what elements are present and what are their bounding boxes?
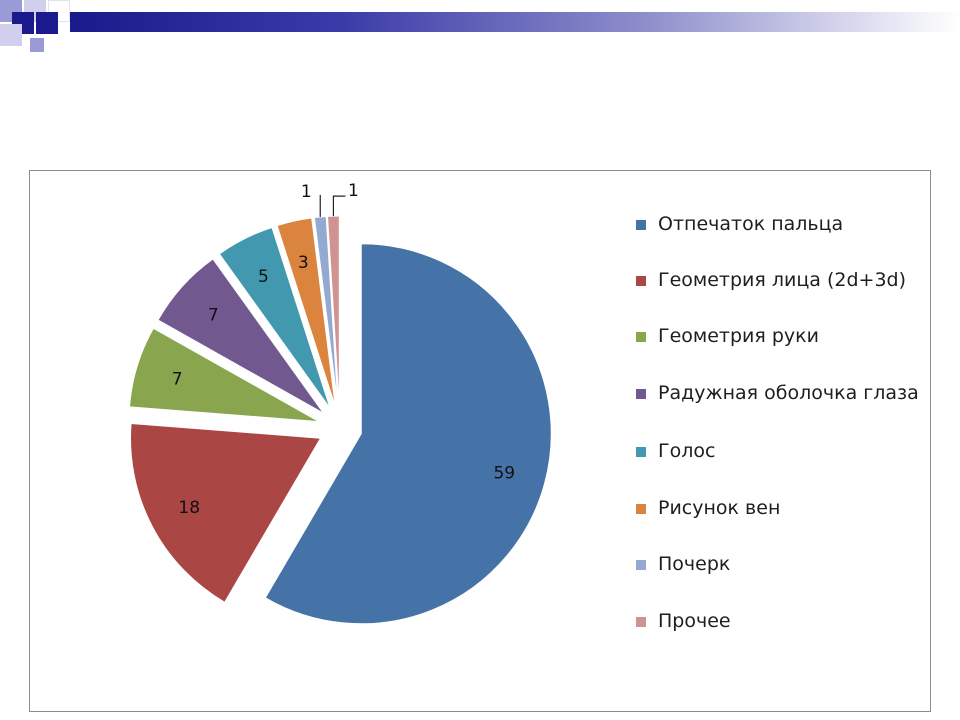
legend-swatch <box>636 447 646 457</box>
pie-slice <box>276 217 336 407</box>
data-label: 5 <box>258 267 269 287</box>
data-label: 7 <box>172 369 183 389</box>
pie-slice <box>130 422 322 603</box>
pie-slice <box>157 258 325 414</box>
decorative-square <box>36 12 58 34</box>
legend-swatch <box>636 332 646 342</box>
data-label: 1 <box>348 181 359 201</box>
legend-label: Рисунок вен <box>658 497 781 519</box>
legend-label: Геометрия руки <box>658 325 819 347</box>
header-gradient-bar <box>70 12 960 32</box>
slide-header <box>0 0 960 60</box>
data-label: 18 <box>178 498 200 518</box>
pie-slice <box>128 327 320 423</box>
data-label: 59 <box>493 463 515 483</box>
data-label: 1 <box>301 182 312 202</box>
legend-label: Прочее <box>658 610 731 632</box>
legend-swatch <box>636 389 646 399</box>
decorative-square <box>0 24 22 46</box>
pie-slice <box>264 243 552 625</box>
data-label: 3 <box>298 253 309 273</box>
legend-label: Голос <box>658 440 716 462</box>
legend-swatch <box>636 220 646 230</box>
pie-slice <box>218 226 331 409</box>
legend-swatch <box>636 560 646 570</box>
legend-label: Отпечаток пальца <box>658 213 844 235</box>
legend-swatch <box>636 276 646 286</box>
leader-line <box>332 195 346 217</box>
pie-slice <box>326 215 340 407</box>
decorative-square <box>30 38 44 52</box>
legend-label: Почерк <box>658 553 731 575</box>
data-label: 7 <box>208 305 219 325</box>
legend-label: Геометрия лица (2d+3d) <box>658 269 907 291</box>
legend-swatch <box>636 504 646 514</box>
legend-label: Радужная оболочка глаза <box>658 382 919 404</box>
legend-swatch <box>636 617 646 627</box>
